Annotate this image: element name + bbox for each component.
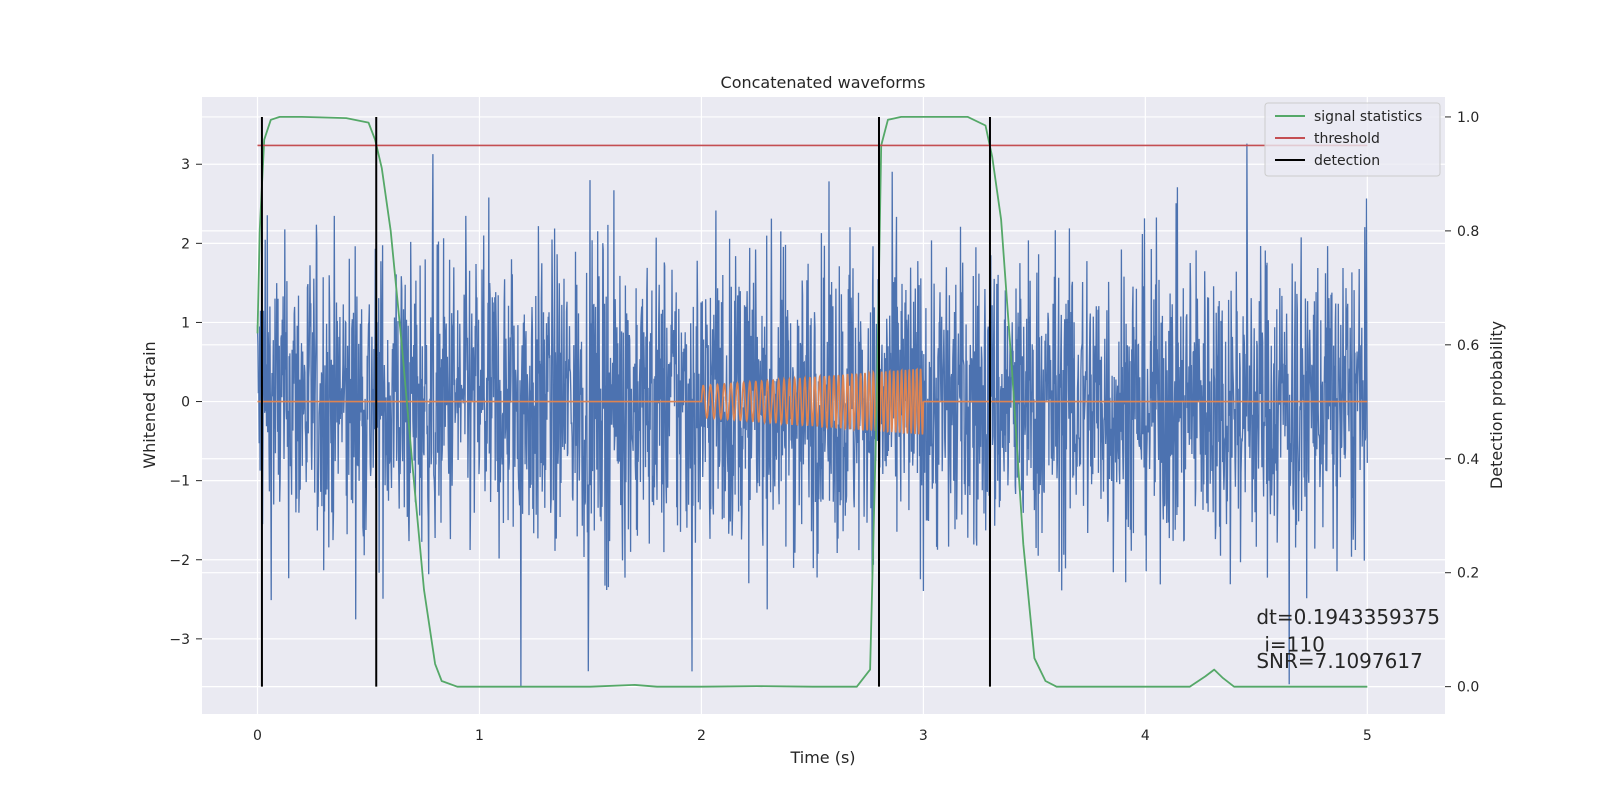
y-tick-label: −1	[169, 474, 190, 490]
series-layer	[256, 116, 1368, 688]
y-right-tick-label: 0.4	[1457, 452, 1479, 468]
x-tick-label: 4	[1141, 728, 1150, 744]
y-tick-label: 1	[181, 315, 190, 331]
y-right-tick-label: 0.0	[1457, 680, 1479, 696]
annotation-text: i=110	[1264, 632, 1325, 656]
x-tick-label: 3	[919, 728, 928, 744]
legend-box	[1264, 102, 1441, 177]
chart-title: Concatenated waveforms	[721, 73, 926, 92]
y-axis-label: Whitened strain	[140, 341, 159, 468]
y-tick-label: −2	[169, 553, 190, 569]
signal-statistics-line	[256, 116, 1368, 688]
x-tick-label: 5	[1363, 728, 1372, 744]
y-axis-right-label: Detection probability	[1487, 321, 1506, 489]
y-tick-label: 3	[181, 157, 190, 173]
x-tick-label: 0	[253, 728, 262, 744]
y-tick-label: 0	[181, 395, 190, 411]
annotation-text: SNR=7.1097617	[1256, 649, 1422, 673]
legend: signal statistics threshold detection	[1264, 102, 1441, 177]
y-right-tick-label: 0.2	[1457, 566, 1479, 582]
chirp-series-line	[257, 367, 1368, 435]
y-right-tick-label: 1.0	[1457, 110, 1479, 126]
legend-label: threshold	[1314, 131, 1380, 147]
x-axis-label: Time (s)	[789, 748, 855, 767]
legend-label: detection	[1314, 153, 1380, 169]
y-tick-label: −3	[169, 632, 190, 648]
axis-ticks: 0 1 2 3 4 5 3 2 1 0 −1 −2 −3 1.0 0.8 0.6 0.4 0.2 0.0	[169, 110, 1479, 744]
x-tick-label: 2	[697, 728, 706, 744]
y-right-tick-label: 0.6	[1457, 338, 1479, 354]
x-tick-label: 1	[475, 728, 484, 744]
annotation-text: dt=0.1943359375	[1256, 605, 1440, 629]
y-right-tick-label: 0.8	[1457, 224, 1479, 240]
legend-label: signal statistics	[1314, 109, 1422, 125]
y-tick-label: 2	[181, 236, 190, 252]
